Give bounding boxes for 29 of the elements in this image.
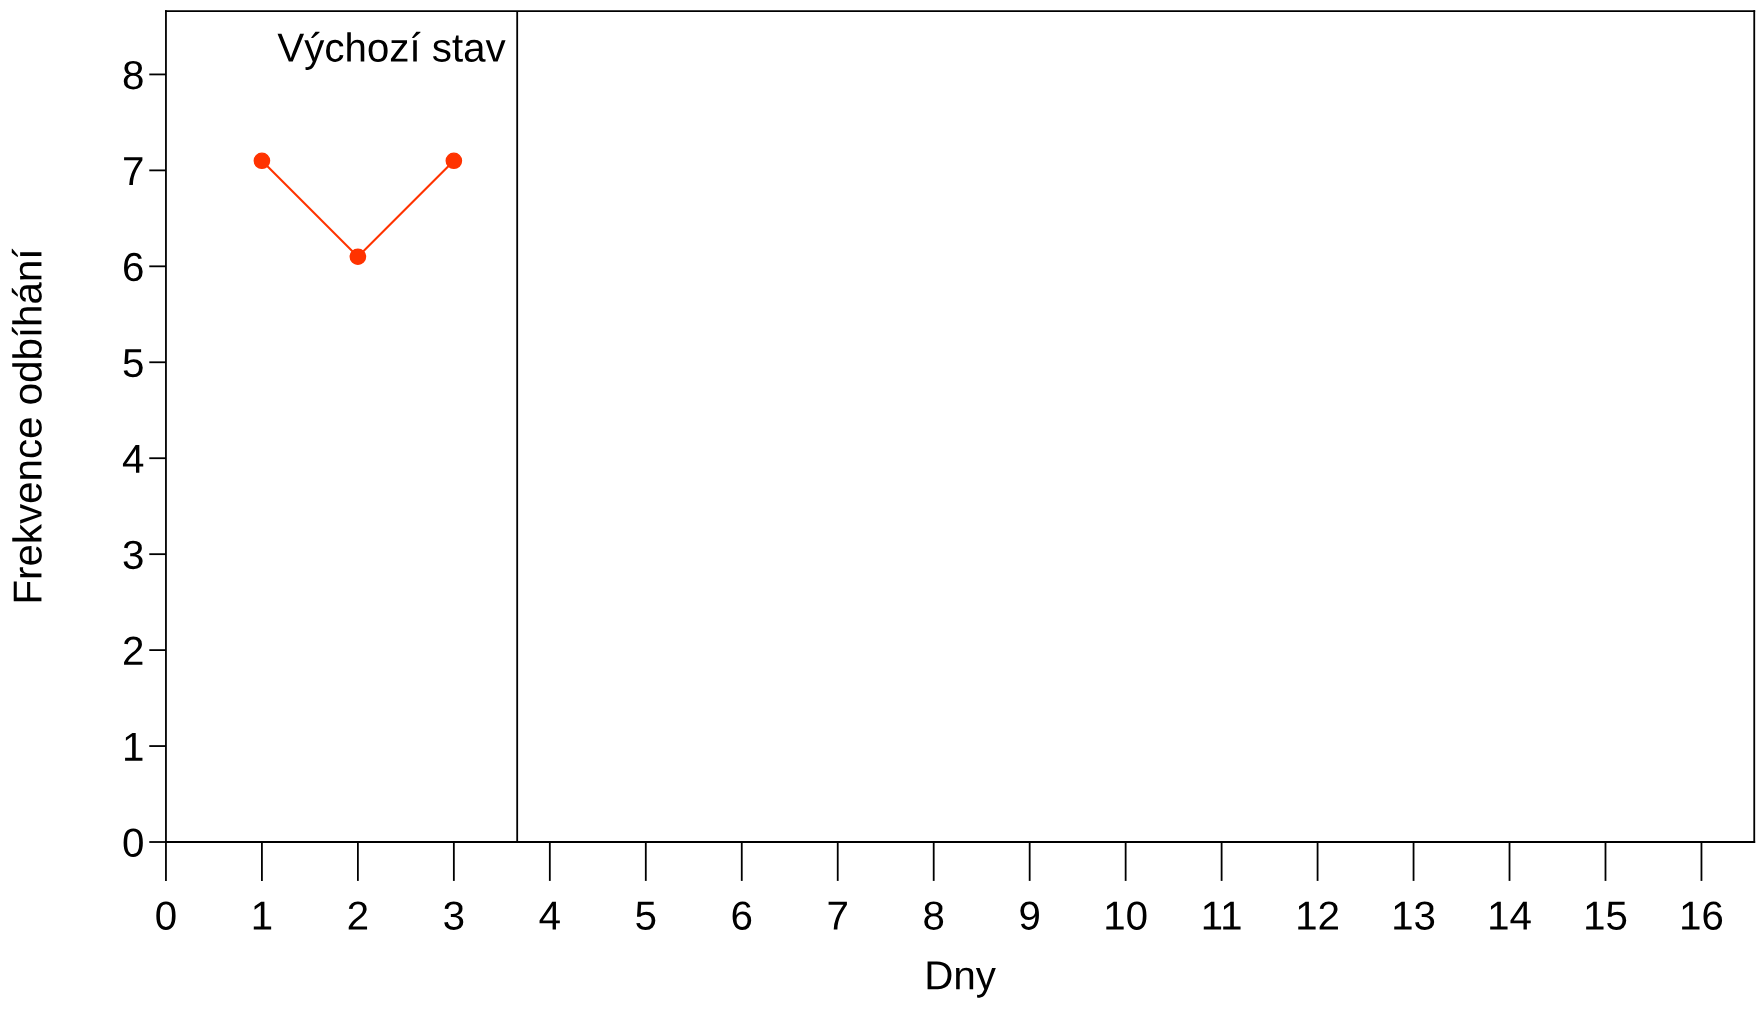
y-tick-label: 6	[124, 252, 143, 282]
y-tick-label: 7	[124, 157, 143, 185]
x-tick-label: 15	[1586, 901, 1627, 930]
x-tick-label: 8	[924, 901, 944, 930]
y-axis-title: Frekvence odbíhání	[11, 248, 42, 602]
x-tick-label: 0	[156, 901, 176, 930]
x-axis-title: Dny	[927, 961, 996, 998]
y-tick-label: 2	[124, 636, 143, 665]
x-tick-label: 5	[636, 901, 656, 930]
x-tick-label: 14	[1490, 901, 1531, 930]
x-tick-label: 7	[828, 901, 847, 930]
x-tick-label: 4	[539, 901, 560, 930]
x-tick-label: 12	[1298, 901, 1338, 930]
y-tick-label: 5	[123, 349, 143, 378]
y-tick-label: 8	[123, 60, 143, 90]
x-tick-label: 11	[1203, 901, 1241, 930]
x-tick-label: 9	[1020, 901, 1039, 930]
x-tick-label: 6	[732, 901, 752, 930]
y-tick-label: 1	[125, 732, 143, 761]
x-tick-label: 2	[348, 901, 368, 930]
y-tick-label: 4	[122, 445, 144, 473]
x-tick-label: 1	[253, 901, 272, 930]
x-tick-label: 13	[1394, 901, 1435, 930]
y-tick-label: 3	[123, 540, 143, 570]
x-tick-label: 3	[444, 901, 464, 930]
x-tick-label: 16	[1682, 901, 1723, 930]
x-tick-label: 10	[1106, 901, 1147, 930]
y-tick-label: 0	[123, 828, 143, 857]
ref-line-label: Výchozí stav	[277, 31, 506, 70]
